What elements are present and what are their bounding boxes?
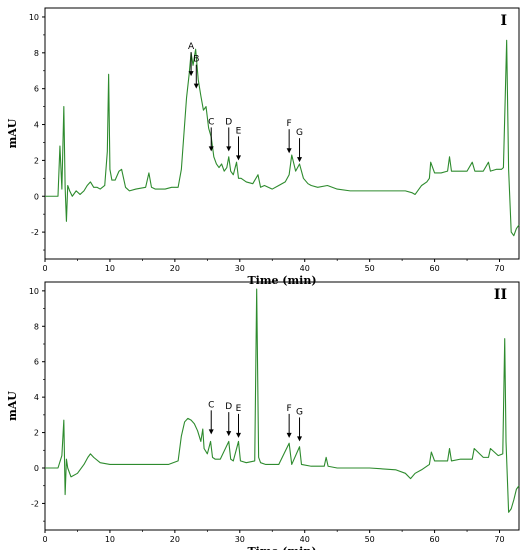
peak-annotation-c: C xyxy=(208,400,214,435)
y-tick-label: 0 xyxy=(34,192,39,201)
x-tick-label: 10 xyxy=(105,535,115,544)
chromatogram-trace-i xyxy=(45,39,520,237)
y-tick-label: 4 xyxy=(34,121,39,130)
y-tick-label: 10 xyxy=(29,287,39,296)
panel-label: II xyxy=(494,287,507,303)
annotation-arrow-head xyxy=(297,157,303,163)
y-tick-label: 4 xyxy=(34,393,39,402)
y-tick-label: 6 xyxy=(34,358,39,367)
annotation-label: A xyxy=(188,42,195,52)
annotation-label: G xyxy=(296,128,303,138)
peak-annotation-c: C xyxy=(208,117,214,152)
annotation-arrow-head xyxy=(193,83,199,89)
y-axis-title: mAU xyxy=(6,118,19,148)
x-tick-label: 50 xyxy=(365,264,375,273)
panel-label: I xyxy=(500,13,507,29)
y-tick-label: 8 xyxy=(34,49,39,58)
x-tick-label: 70 xyxy=(494,535,504,544)
peak-annotation-d: D xyxy=(225,117,232,152)
peak-annotation-a: A xyxy=(188,42,195,77)
annotation-label: C xyxy=(208,117,214,127)
annotation-arrow-head xyxy=(226,146,232,152)
y-tick-label: -2 xyxy=(31,499,39,508)
plot-frame xyxy=(44,7,520,260)
x-tick-label: 50 xyxy=(365,535,375,544)
x-axis-title: Time (min) xyxy=(247,274,316,287)
x-tick-label: 0 xyxy=(42,535,47,544)
annotation-arrow-head xyxy=(188,71,194,77)
y-tick-label: 2 xyxy=(34,156,39,165)
chromatogram-panel-i: 0 10 20 30 40 50 60 70 -2 0 2 4 6 8 10 Time (min) mAU I AB… xyxy=(6,7,520,287)
annotation-label: G xyxy=(296,407,303,417)
peak-annotation-g: G xyxy=(296,407,303,442)
peak-annotation-e: E xyxy=(235,126,242,161)
annotation-label: B xyxy=(193,55,199,65)
annotation-arrow-head xyxy=(235,155,241,161)
annotation-arrow-head xyxy=(208,429,214,435)
annotation-label: E xyxy=(236,126,242,136)
x-tick-label: 40 xyxy=(300,264,310,273)
x-tick-label: 10 xyxy=(105,264,115,273)
y-tick-label: 8 xyxy=(34,322,39,331)
y-tick-label: 6 xyxy=(34,85,39,94)
y-axis-title: mAU xyxy=(6,391,19,421)
peak-annotation-e: E xyxy=(236,404,242,438)
x-tick-label: 70 xyxy=(494,264,504,273)
annotation-arrow-head xyxy=(235,432,241,438)
x-tick-label: 40 xyxy=(300,535,310,544)
x-tick-label: 60 xyxy=(429,535,439,544)
peak-annotation-g: G xyxy=(296,128,303,163)
annotation-label: D xyxy=(225,117,232,127)
y-tick-label: 2 xyxy=(34,429,39,438)
x-tick-label: 60 xyxy=(429,264,439,273)
peak-annotation-f: F xyxy=(286,119,292,154)
annotation-label: C xyxy=(208,400,214,410)
y-tick-label: 10 xyxy=(29,13,39,22)
peak-annotation-f: F xyxy=(287,404,292,438)
annotation-arrow-head xyxy=(286,148,292,154)
annotation-label: E xyxy=(236,404,242,414)
plot-frame xyxy=(44,281,520,531)
chromatogram-trace-ii xyxy=(45,288,520,513)
annotation-label: F xyxy=(287,119,292,129)
x-tick-label: 30 xyxy=(235,264,245,273)
y-tick-label: -2 xyxy=(31,228,39,237)
annotation-label: D xyxy=(225,402,232,412)
x-tick-label: 20 xyxy=(170,535,180,544)
annotation-arrow-head xyxy=(286,432,292,438)
chromatogram-panel-ii: 0 10 20 30 40 50 60 70 -2 0 2 4 6 8 10 Time (min) mAU II C… xyxy=(6,281,520,550)
annotation-label: F xyxy=(287,404,292,414)
x-tick-label: 20 xyxy=(170,264,180,273)
annotation-arrow-head xyxy=(226,431,232,437)
peak-annotation-d: D xyxy=(225,402,232,437)
annotation-arrow-head xyxy=(297,436,303,442)
x-tick-label: 0 xyxy=(42,264,47,273)
x-tick-label: 30 xyxy=(235,535,245,544)
annotation-arrow-head xyxy=(208,146,214,152)
peak-annotation-b: B xyxy=(193,55,199,89)
x-axis-title: Time (min) xyxy=(247,545,316,550)
y-tick-label: 0 xyxy=(34,464,39,473)
